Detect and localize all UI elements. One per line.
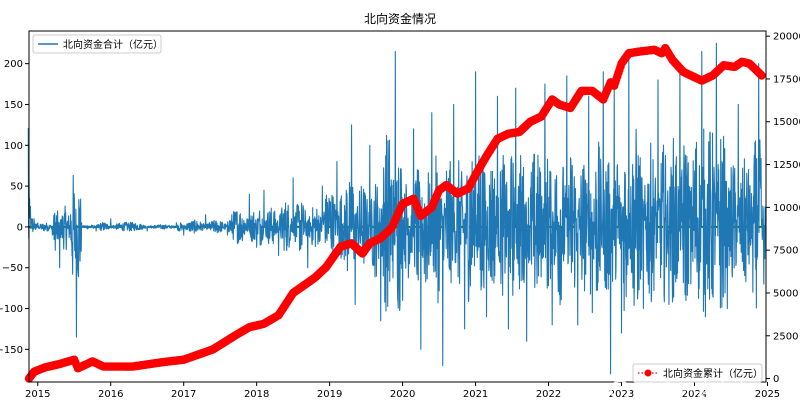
x-tick-label: 2025 <box>755 389 780 400</box>
x-tick-label: 2016 <box>98 389 123 400</box>
y-right-tick-label: 15000 <box>773 117 800 128</box>
x-tick-label: 2020 <box>390 389 415 400</box>
x-tick-label: 2015 <box>25 389 50 400</box>
plot-area <box>24 30 767 383</box>
y-right-tick-label: 17500 <box>773 74 800 85</box>
legend-box <box>32 34 162 54</box>
y-axis-left: −150 −100 −50 0 50 100 150 200 <box>0 59 29 356</box>
series-daily-net-inflow <box>27 42 767 375</box>
watermark-text: 雪球 一惠老实 <box>637 381 751 402</box>
y-left-tick-label: 50 <box>10 182 23 193</box>
y-right-tick-label: 2500 <box>773 331 798 342</box>
y-left-tick-label: 200 <box>4 59 23 70</box>
x-tick-label: 2021 <box>463 389 488 400</box>
legend-box <box>632 363 763 383</box>
cumulative-point <box>757 71 766 80</box>
x-axis: 2015 2016 2017 2018 2019 2020 2021 2022 2023 2024… <box>25 382 780 400</box>
y-axis-right: 0 2500 5000 7500 10000 12500 15000 17500 20000 <box>766 32 800 385</box>
x-tick-label: 2022 <box>536 389 561 400</box>
chart-title: 北向资金情况 <box>364 11 436 26</box>
y-left-tick-label: −100 <box>0 304 23 315</box>
y-left-tick-label: 150 <box>4 100 23 111</box>
x-tick-label: 2018 <box>244 389 269 400</box>
y-right-tick-label: 12500 <box>773 160 800 171</box>
y-right-tick-label: 0 <box>773 374 779 385</box>
snowball-logo-icon <box>610 380 630 400</box>
legend-bottom-right: 北向资金累计（亿元） <box>632 363 763 383</box>
legend-marker-cumulative <box>644 369 652 377</box>
plot-frame <box>28 30 767 383</box>
legend-top-left: 北向资金合计（亿元） <box>32 34 163 54</box>
x-tick-label: 2023 <box>609 389 634 400</box>
y-left-tick-label: −50 <box>2 263 23 274</box>
flow-line <box>27 42 767 375</box>
series-cumulative-inflow <box>24 43 766 383</box>
y-right-tick-label: 10000 <box>773 203 800 214</box>
x-tick-label: 2024 <box>682 389 707 400</box>
y-left-tick-label: 100 <box>4 141 23 152</box>
y-left-tick-label: 0 <box>17 222 23 233</box>
legend-label-cumulative: 北向资金累计（亿元） <box>663 367 763 380</box>
y-left-tick-label: −150 <box>0 345 23 356</box>
y-right-tick-label: 7500 <box>773 246 798 257</box>
watermark: 雪球 一惠老实 <box>610 380 751 402</box>
x-tick-label: 2017 <box>171 389 196 400</box>
y-right-tick-label: 5000 <box>773 288 798 299</box>
x-tick-label: 2019 <box>317 389 342 400</box>
legend-label-flow: 北向资金合计（亿元） <box>63 38 163 51</box>
y-right-tick-label: 20000 <box>773 32 800 43</box>
